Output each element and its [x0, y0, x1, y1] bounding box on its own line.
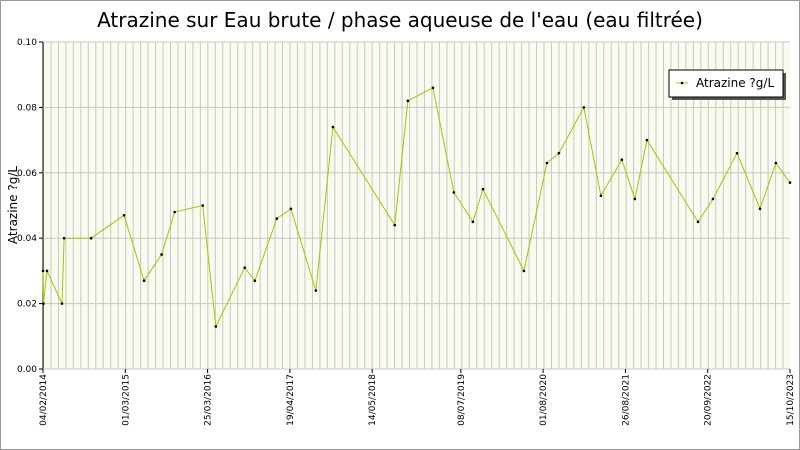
y-tick-label: 0.10 — [17, 38, 37, 48]
data-point — [633, 197, 637, 201]
data-point — [214, 325, 218, 328]
data-point — [253, 279, 257, 283]
data-point — [696, 220, 700, 224]
data-point — [122, 214, 126, 217]
data-point — [645, 138, 649, 142]
data-point — [173, 210, 176, 214]
data-point — [45, 269, 49, 273]
x-tick-label: 04/02/2014 — [39, 374, 49, 426]
series-line — [42, 87, 791, 329]
data-point — [774, 161, 778, 165]
y-axis-label: Atrazine ?g/L — [6, 166, 20, 244]
x-tick-label: 20/09/2022 — [704, 374, 714, 426]
legend-marker — [680, 81, 684, 85]
data-point — [599, 194, 603, 197]
data-point — [582, 106, 586, 109]
x-tick-label: 01/08/2020 — [539, 374, 549, 426]
data-point — [201, 204, 205, 207]
data-point — [711, 197, 715, 201]
data-point — [243, 266, 247, 269]
x-tick-label: 08/07/2019 — [457, 374, 467, 426]
data-point — [393, 223, 397, 227]
x-tick-label: 01/03/2015 — [121, 374, 131, 426]
data-point — [314, 289, 318, 292]
data-point — [142, 279, 146, 283]
data-point — [275, 217, 279, 220]
x-tick-label: 14/05/2018 — [368, 374, 378, 426]
data-point — [758, 207, 762, 211]
y-tick-label: 0.08 — [17, 103, 37, 113]
data-point — [89, 236, 93, 240]
data-point — [331, 125, 335, 129]
chart-title: Atrazine sur Eau brute / phase aqueuse d… — [97, 8, 703, 32]
x-tick-label: 25/03/2016 — [204, 374, 214, 426]
data-point — [160, 253, 163, 256]
data-point — [60, 302, 64, 305]
data-point — [431, 86, 435, 90]
data-point — [42, 302, 45, 305]
data-point — [406, 99, 410, 103]
data-point — [41, 269, 45, 273]
data-point — [452, 191, 456, 194]
data-point — [620, 158, 624, 162]
data-point — [289, 207, 293, 211]
data-point — [481, 187, 485, 191]
data-point — [735, 151, 739, 155]
y-tick-label: 0.00 — [17, 365, 37, 375]
y-tick-label: 0.04 — [17, 234, 37, 244]
data-point — [522, 269, 526, 273]
data-point — [557, 151, 561, 155]
data-point — [471, 220, 475, 224]
data-point — [62, 236, 66, 240]
y-tick-label: 0.02 — [17, 300, 37, 310]
legend-label: Atrazine ?g/L — [696, 76, 774, 90]
data-point — [545, 161, 549, 165]
x-tick-label: 26/08/2021 — [621, 374, 631, 426]
x-tick-label: 19/04/2017 — [286, 374, 296, 426]
y-tick-label: 0.06 — [17, 169, 37, 179]
data-point — [788, 181, 792, 184]
x-tick-label: 15/10/2023 — [786, 374, 796, 426]
